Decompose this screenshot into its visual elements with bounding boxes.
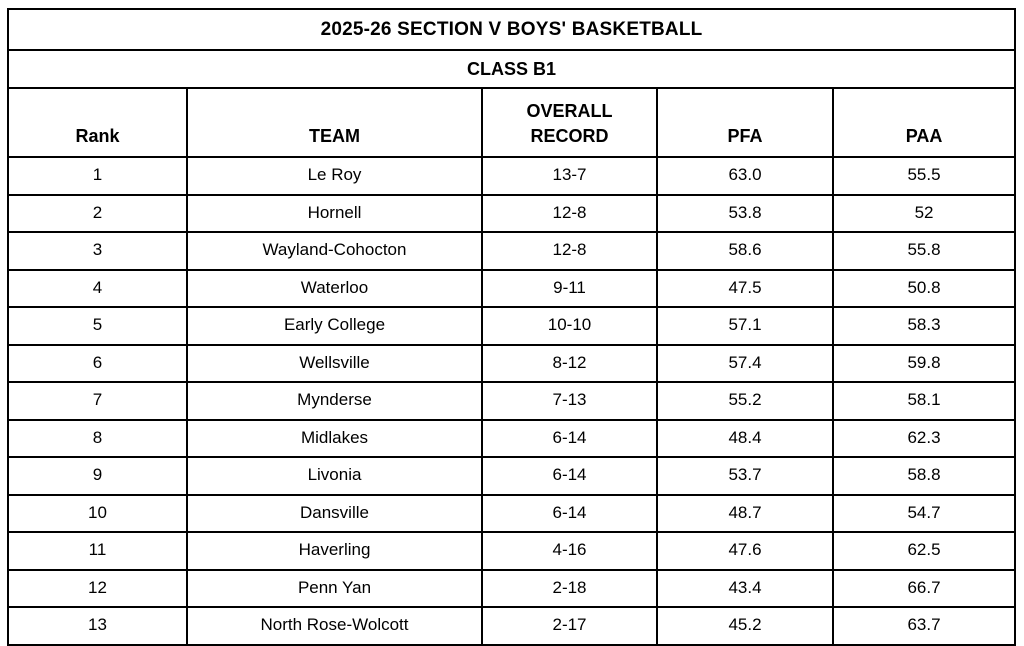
pfa-cell: 48.4 — [656, 418, 834, 458]
team-cell: Hornell — [186, 193, 483, 233]
paa-cell: 52 — [831, 193, 1017, 233]
team-cell: North Rose-Wolcott — [186, 606, 483, 646]
record-cell: 13-7 — [481, 156, 658, 196]
standings-table: 2025-26 SECTION V BOYS' BASKETBALL CLASS… — [6, 8, 1017, 646]
pfa-cell: 53.8 — [656, 193, 834, 233]
table-row: 7 Mynderse 7-13 55.2 58.1 — [7, 381, 1017, 421]
record-cell: 9-11 — [481, 268, 658, 308]
team-cell: Penn Yan — [186, 568, 483, 608]
table-row: 1 Le Roy 13-7 63.0 55.5 — [7, 156, 1017, 196]
column-header-row: Rank TEAM OVERALL RECORD PFA PAA — [7, 87, 1017, 158]
rank-cell: 5 — [7, 306, 188, 346]
record-cell: 2-18 — [481, 568, 658, 608]
rank-cell: 1 — [7, 156, 188, 196]
table-row: 10 Dansville 6-14 48.7 54.7 — [7, 493, 1017, 533]
team-cell: Wellsville — [186, 343, 483, 383]
subtitle-row: CLASS B1 — [6, 49, 1017, 89]
paa-cell: 59.8 — [831, 343, 1017, 383]
record-cell: 12-8 — [481, 231, 658, 271]
table-row: 8 Midlakes 6-14 48.4 62.3 — [7, 418, 1017, 458]
paa-cell: 62.3 — [831, 418, 1017, 458]
rank-cell: 10 — [7, 493, 188, 533]
title-row: 2025-26 SECTION V BOYS' BASKETBALL — [6, 8, 1017, 51]
team-cell: Early College — [186, 306, 483, 346]
rank-cell: 3 — [7, 231, 188, 271]
team-cell: Le Roy — [186, 156, 483, 196]
rank-cell: 12 — [7, 568, 188, 608]
team-cell: Haverling — [186, 531, 483, 571]
rank-cell: 7 — [7, 381, 188, 421]
team-cell: Livonia — [186, 456, 483, 496]
column-header-rank: Rank — [7, 87, 188, 158]
rank-cell: 11 — [7, 531, 188, 571]
pfa-cell: 57.4 — [656, 343, 834, 383]
pfa-cell: 47.5 — [656, 268, 834, 308]
rank-cell: 4 — [7, 268, 188, 308]
pfa-cell: 58.6 — [656, 231, 834, 271]
team-cell: Midlakes — [186, 418, 483, 458]
record-cell: 12-8 — [481, 193, 658, 233]
pfa-cell: 53.7 — [656, 456, 834, 496]
paa-cell: 58.1 — [831, 381, 1017, 421]
table-row: 3 Wayland-Cohocton 12-8 58.6 55.8 — [7, 231, 1017, 271]
rank-cell: 2 — [7, 193, 188, 233]
column-header-pfa: PFA — [656, 87, 834, 158]
record-cell: 6-14 — [481, 456, 658, 496]
paa-cell: 58.8 — [831, 456, 1017, 496]
paa-cell: 55.5 — [831, 156, 1017, 196]
column-header-record: OVERALL RECORD — [481, 87, 658, 158]
record-cell: 6-14 — [481, 493, 658, 533]
pfa-cell: 45.2 — [656, 606, 834, 646]
table-title: 2025-26 SECTION V BOYS' BASKETBALL — [6, 8, 1017, 51]
team-cell: Waterloo — [186, 268, 483, 308]
table-row: 5 Early College 10-10 57.1 58.3 — [7, 306, 1017, 346]
paa-cell: 55.8 — [831, 231, 1017, 271]
rank-cell: 9 — [7, 456, 188, 496]
paa-cell: 62.5 — [831, 531, 1017, 571]
record-cell: 8-12 — [481, 343, 658, 383]
pfa-cell: 43.4 — [656, 568, 834, 608]
rank-cell: 8 — [7, 418, 188, 458]
team-cell: Mynderse — [186, 381, 483, 421]
team-cell: Wayland-Cohocton — [186, 231, 483, 271]
pfa-cell: 55.2 — [656, 381, 834, 421]
pfa-cell: 63.0 — [656, 156, 834, 196]
paa-cell: 58.3 — [831, 306, 1017, 346]
paa-cell: 54.7 — [831, 493, 1017, 533]
rank-cell: 13 — [7, 606, 188, 646]
table-row: 9 Livonia 6-14 53.7 58.8 — [7, 456, 1017, 496]
team-cell: Dansville — [186, 493, 483, 533]
table-row: 4 Waterloo 9-11 47.5 50.8 — [7, 268, 1017, 308]
table-row: 2 Hornell 12-8 53.8 52 — [7, 193, 1017, 233]
record-cell: 7-13 — [481, 381, 658, 421]
rank-cell: 6 — [7, 343, 188, 383]
record-cell: 10-10 — [481, 306, 658, 346]
table-row: 11 Haverling 4-16 47.6 62.5 — [7, 531, 1017, 571]
table-row: 12 Penn Yan 2-18 43.4 66.7 — [7, 568, 1017, 608]
paa-cell: 66.7 — [831, 568, 1017, 608]
pfa-cell: 48.7 — [656, 493, 834, 533]
record-cell: 2-17 — [481, 606, 658, 646]
record-cell: 6-14 — [481, 418, 658, 458]
paa-cell: 50.8 — [831, 268, 1017, 308]
column-header-team: TEAM — [186, 87, 483, 158]
column-header-paa: PAA — [831, 87, 1017, 158]
table-row: 6 Wellsville 8-12 57.4 59.8 — [7, 343, 1017, 383]
table-body: 1 Le Roy 13-7 63.0 55.5 2 Hornell 12-8 53.8 52 3 Wa… — [7, 156, 1017, 646]
table-subtitle: CLASS B1 — [6, 49, 1017, 89]
record-cell: 4-16 — [481, 531, 658, 571]
pfa-cell: 47.6 — [656, 531, 834, 571]
paa-cell: 63.7 — [831, 606, 1017, 646]
table-row: 13 North Rose-Wolcott 2-17 45.2 63.7 — [7, 606, 1017, 646]
pfa-cell: 57.1 — [656, 306, 834, 346]
